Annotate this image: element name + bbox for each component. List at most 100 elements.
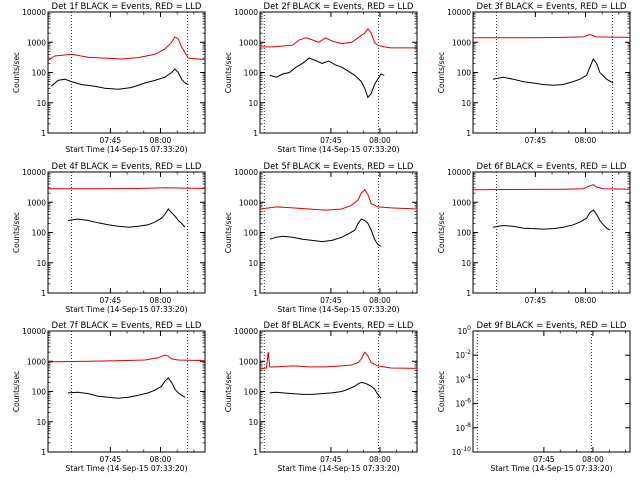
chart-title: Det 4f BLACK = Events, RED = LLD (52, 162, 202, 172)
y-tick-label: 1 (253, 448, 258, 457)
y-tick-label: 100 (244, 69, 259, 78)
chart-panel-det2: Det 2f BLACK = Events, RED = LLD 1 10 100 10… (224, 2, 418, 154)
chart-panel-det3: Det 3f BLACK = Events, RED = LLD 1 10 100 10… (437, 2, 631, 145)
lld-series-line (48, 187, 206, 190)
x-tick-label: 08:00 (369, 136, 391, 145)
plot-frame (259, 11, 418, 134)
chart-panel-det5: Det 5f BLACK = Events, RED = LLD 1 10 100 10… (224, 162, 418, 314)
y-tick-label: 100 (457, 229, 472, 238)
x-axis-label: Start Time (14-Sep-15 07:33:20) (66, 464, 188, 473)
y-tick-label-exp: -10 (461, 446, 471, 453)
chart-title: Det 3f BLACK = Events, RED = LLD (477, 2, 627, 12)
x-tick-label: 07:45 (525, 136, 547, 145)
x-tick-label: 07:45 (525, 296, 547, 305)
chart-panel-det1: Det 1f BLACK = Events, RED = LLD 1 10 100 10… (12, 2, 206, 154)
y-tick-label: 10 (248, 259, 258, 268)
y-tick-label: 100 (244, 229, 259, 238)
y-tick-label-exp: -6 (465, 398, 471, 405)
chart-panel-det7: Det 7f BLACK = Events, RED = LLD 1 10 100 10… (12, 321, 206, 473)
y-tick-label: 10000 (22, 8, 46, 17)
x-tick-label: 07:45 (320, 296, 342, 305)
y-tick-label: 10-4 (455, 373, 471, 384)
y-axis-label: Counts/sec (224, 371, 233, 412)
y-tick-label-exp: -4 (465, 373, 471, 380)
x-axis-label: Start Time (14-Sep-15 07:33:20) (278, 305, 400, 314)
events-series-line (269, 381, 382, 399)
x-axis-label: Start Time (14-Sep-15 07:33:20) (66, 145, 188, 154)
events-series-line (67, 208, 186, 228)
y-axis-label: Counts/sec (224, 212, 233, 253)
y-tick-label-base: 10 (455, 351, 465, 360)
y-tick-label: 10 (36, 99, 46, 108)
y-tick-label: 10-6 (455, 398, 471, 409)
y-tick-label-base: 10 (455, 375, 465, 384)
events-series-line (67, 377, 186, 399)
x-axis-label: Start Time (14-Sep-15 07:33:20) (66, 305, 188, 314)
x-axis-label: Start Time (14-Sep-15 07:33:20) (491, 464, 613, 473)
y-axis-label: Counts/sec (224, 52, 233, 93)
y-tick-label: 1 (466, 129, 471, 138)
chart-panel-det6: Det 6f BLACK = Events, RED = LLD 1 10 100 10… (437, 162, 631, 305)
x-tick-label: 08:00 (150, 455, 172, 464)
y-tick-label-exp: 0 (467, 325, 471, 332)
lld-series-line (260, 27, 417, 49)
lld-series-line (472, 184, 631, 191)
x-axis-label: Start Time (14-Sep-15 07:33:20) (278, 464, 400, 473)
y-tick-label: 100 (457, 69, 472, 78)
y-tick-label: 1 (466, 289, 471, 298)
y-tick-label: 1000 (27, 38, 46, 47)
y-tick-label: 10 (248, 99, 258, 108)
lld-series-line (259, 188, 418, 211)
x-tick-label: 07:45 (100, 136, 122, 145)
y-tick-label-base: 10 (455, 424, 465, 433)
chart-title: Det 6f BLACK = Events, RED = LLD (477, 162, 627, 172)
y-tick-label: 100 (458, 325, 472, 336)
y-tick-label: 10 (461, 99, 471, 108)
x-tick-label: 07:45 (100, 455, 122, 464)
y-tick-label: 100 (244, 388, 259, 397)
y-axis-label: Counts/sec (437, 52, 446, 93)
y-axis-label: Counts/sec (12, 52, 21, 93)
y-tick-label: 10000 (234, 327, 258, 336)
y-axis-label: Counts/sec (437, 371, 446, 412)
plot-frame (259, 171, 418, 294)
x-tick-label: 07:45 (533, 455, 555, 464)
y-tick-label: 10-2 (455, 349, 471, 360)
y-tick-label: 10-10 (452, 446, 472, 457)
lld-series-line (473, 33, 631, 39)
y-tick-label: 100 (32, 229, 47, 238)
y-tick-label: 10000 (234, 168, 258, 177)
y-tick-label-base: 10 (458, 327, 468, 336)
chart-title: Det 7f BLACK = Events, RED = LLD (52, 321, 202, 331)
chart-panel-det9: Det 9f BLACK = Events, RED = LLD10-1010-… (437, 321, 631, 473)
events-series-line (492, 209, 611, 231)
y-tick-label: 10000 (22, 168, 46, 177)
x-tick-label: 07:45 (320, 455, 342, 464)
y-tick-label: 10000 (447, 168, 471, 177)
y-tick-label: 10-8 (455, 422, 471, 433)
chart-panel-det4: Det 4f BLACK = Events, RED = LLD 1 10 100 10… (12, 162, 206, 314)
x-tick-label: 08:00 (575, 136, 597, 145)
chart-panel-det8: Det 8f BLACK = Events, RED = LLD 1 10 100 10… (224, 321, 418, 473)
y-tick-label: 1 (41, 129, 46, 138)
chart-title: Det 8f BLACK = Events, RED = LLD (264, 321, 414, 331)
lld-series-line (259, 351, 418, 370)
x-axis-label: Start Time (14-Sep-15 07:33:20) (278, 145, 400, 154)
y-tick-label: 10 (36, 259, 46, 268)
chart-title: Det 5f BLACK = Events, RED = LLD (264, 162, 414, 172)
x-tick-label: 08:00 (150, 136, 172, 145)
y-tick-label-base: 10 (455, 400, 465, 409)
y-tick-label: 10 (248, 418, 258, 427)
x-tick-label: 08:00 (582, 455, 604, 464)
y-axis-label: Counts/sec (12, 212, 21, 253)
events-series-line (269, 218, 382, 247)
y-tick-label: 1 (41, 289, 46, 298)
y-axis-label: Counts/sec (12, 371, 21, 412)
chart-title: Det 9f BLACK = Events, RED = LLD (477, 321, 627, 331)
x-tick-label: 08:00 (575, 296, 597, 305)
y-tick-label: 1000 (239, 198, 258, 207)
x-tick-label: 08:00 (369, 455, 391, 464)
lld-series-line (47, 354, 206, 363)
y-tick-label: 10000 (447, 8, 471, 17)
